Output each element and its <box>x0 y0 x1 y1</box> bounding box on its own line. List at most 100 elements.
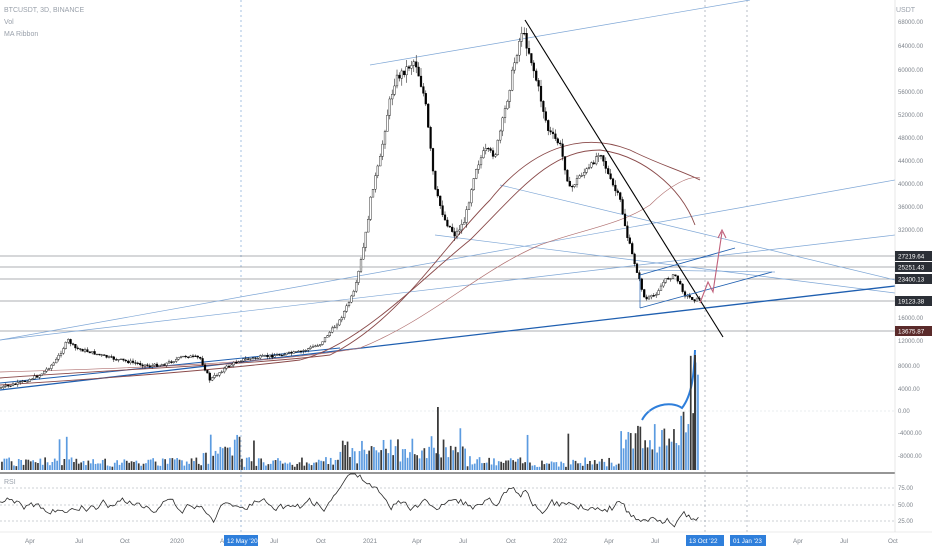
candle-body <box>158 365 161 367</box>
volume-bar <box>41 464 44 470</box>
candle-body <box>227 365 231 368</box>
candle-body <box>0 387 3 389</box>
candle-body <box>35 375 39 378</box>
price-tag-label: 23400.13 <box>898 277 925 284</box>
rsi-pane <box>0 473 895 528</box>
volume-bar <box>483 463 486 470</box>
candle-body <box>40 373 43 376</box>
candle-body <box>667 278 670 280</box>
candle-body <box>679 280 682 285</box>
volume-bar <box>629 433 632 470</box>
volume-bar <box>625 439 627 470</box>
candle-body <box>626 225 629 238</box>
volume-bar <box>58 439 61 470</box>
volume-bar <box>200 465 202 470</box>
volume-bar <box>193 461 195 470</box>
price-tag-label: 19123.38 <box>898 299 925 306</box>
candle-body <box>343 311 346 318</box>
volume-bar <box>656 452 658 470</box>
candle-body <box>585 168 588 173</box>
volume-bar <box>334 459 337 470</box>
volume-bar <box>449 445 452 470</box>
candle-body <box>331 327 334 333</box>
candle-body <box>83 349 87 352</box>
time-axis[interactable]: Apr Jul Oct 2020 Apr Jul Oct 2021 Apr Jul Oct 2022 A… <box>25 535 898 546</box>
candle-body <box>355 282 358 292</box>
candle-body <box>196 355 199 358</box>
volume-bar <box>140 465 142 470</box>
candle-body <box>643 289 646 298</box>
price-tag-box <box>895 326 932 336</box>
volume-bar <box>185 461 188 470</box>
volume-bar <box>603 461 606 470</box>
volume-bar <box>166 463 169 470</box>
price-tags: 27219.64 25251.43 23400.13 19123.38 13675.87 <box>895 251 932 336</box>
candle-body <box>551 131 555 135</box>
volume-bar <box>49 465 51 470</box>
volume-bar <box>622 448 625 470</box>
rsi-line <box>0 473 699 528</box>
volume-bar <box>296 463 298 470</box>
volume-bar <box>627 431 630 470</box>
volume-bar <box>308 463 310 470</box>
volume-bar <box>231 455 234 470</box>
volume-bar <box>68 459 70 470</box>
volume-bar <box>533 465 536 470</box>
candle-body <box>71 343 75 345</box>
candle-body <box>62 348 65 354</box>
candle-body <box>230 364 233 367</box>
volume-bar <box>620 431 622 470</box>
volume-bar <box>25 459 27 470</box>
candle-body <box>590 162 593 168</box>
candle-body <box>434 170 437 190</box>
candle-body <box>283 354 286 356</box>
volume-bar <box>409 452 411 470</box>
volume-bar <box>82 460 85 470</box>
candle-body <box>223 367 226 373</box>
candle-body <box>412 61 415 66</box>
candle-body <box>424 93 427 105</box>
volume-bar <box>370 446 373 470</box>
candle-body <box>335 324 339 328</box>
candle-body <box>379 156 382 167</box>
candle-body <box>419 75 423 87</box>
volume-bar <box>553 462 555 470</box>
candle-body <box>340 317 343 321</box>
time-axis-label: Jul <box>75 538 83 545</box>
volume-bar <box>113 462 116 470</box>
candle-body <box>479 157 483 166</box>
volume-bar <box>329 457 332 470</box>
volume-bar <box>507 460 510 470</box>
candle-body <box>376 165 379 176</box>
candle-body <box>165 362 168 366</box>
candle-body <box>652 295 655 297</box>
volume-bar <box>562 463 565 470</box>
time-marker-label: 13 Oct '22 <box>689 538 718 545</box>
candle-body <box>59 353 63 356</box>
price-axis-ticks: 68000.00 64000.00 60000.00 56000.00 52000.00… <box>898 20 924 345</box>
volume-bar <box>118 464 121 470</box>
candle-body <box>443 214 447 221</box>
volume-bar <box>593 460 596 470</box>
volume-bar <box>99 463 102 470</box>
volume-bar <box>649 440 651 470</box>
candle-body <box>475 169 478 179</box>
candle-body <box>436 189 439 197</box>
volume-bar <box>665 445 668 470</box>
volume-bar <box>265 465 267 470</box>
volume-bar <box>404 449 406 470</box>
volume-bar <box>457 452 459 470</box>
volume-bar <box>418 458 421 470</box>
price-tag-box <box>895 262 932 272</box>
volume-bar <box>317 459 320 470</box>
candle-body <box>47 368 51 370</box>
candle-body <box>295 351 298 353</box>
candle-body <box>297 350 300 353</box>
candle-body <box>470 189 473 204</box>
volume-bar <box>224 446 226 470</box>
candle-body <box>583 172 586 176</box>
volume-bar <box>697 374 699 470</box>
fan-line <box>499 184 896 281</box>
volume-bar <box>673 429 675 470</box>
